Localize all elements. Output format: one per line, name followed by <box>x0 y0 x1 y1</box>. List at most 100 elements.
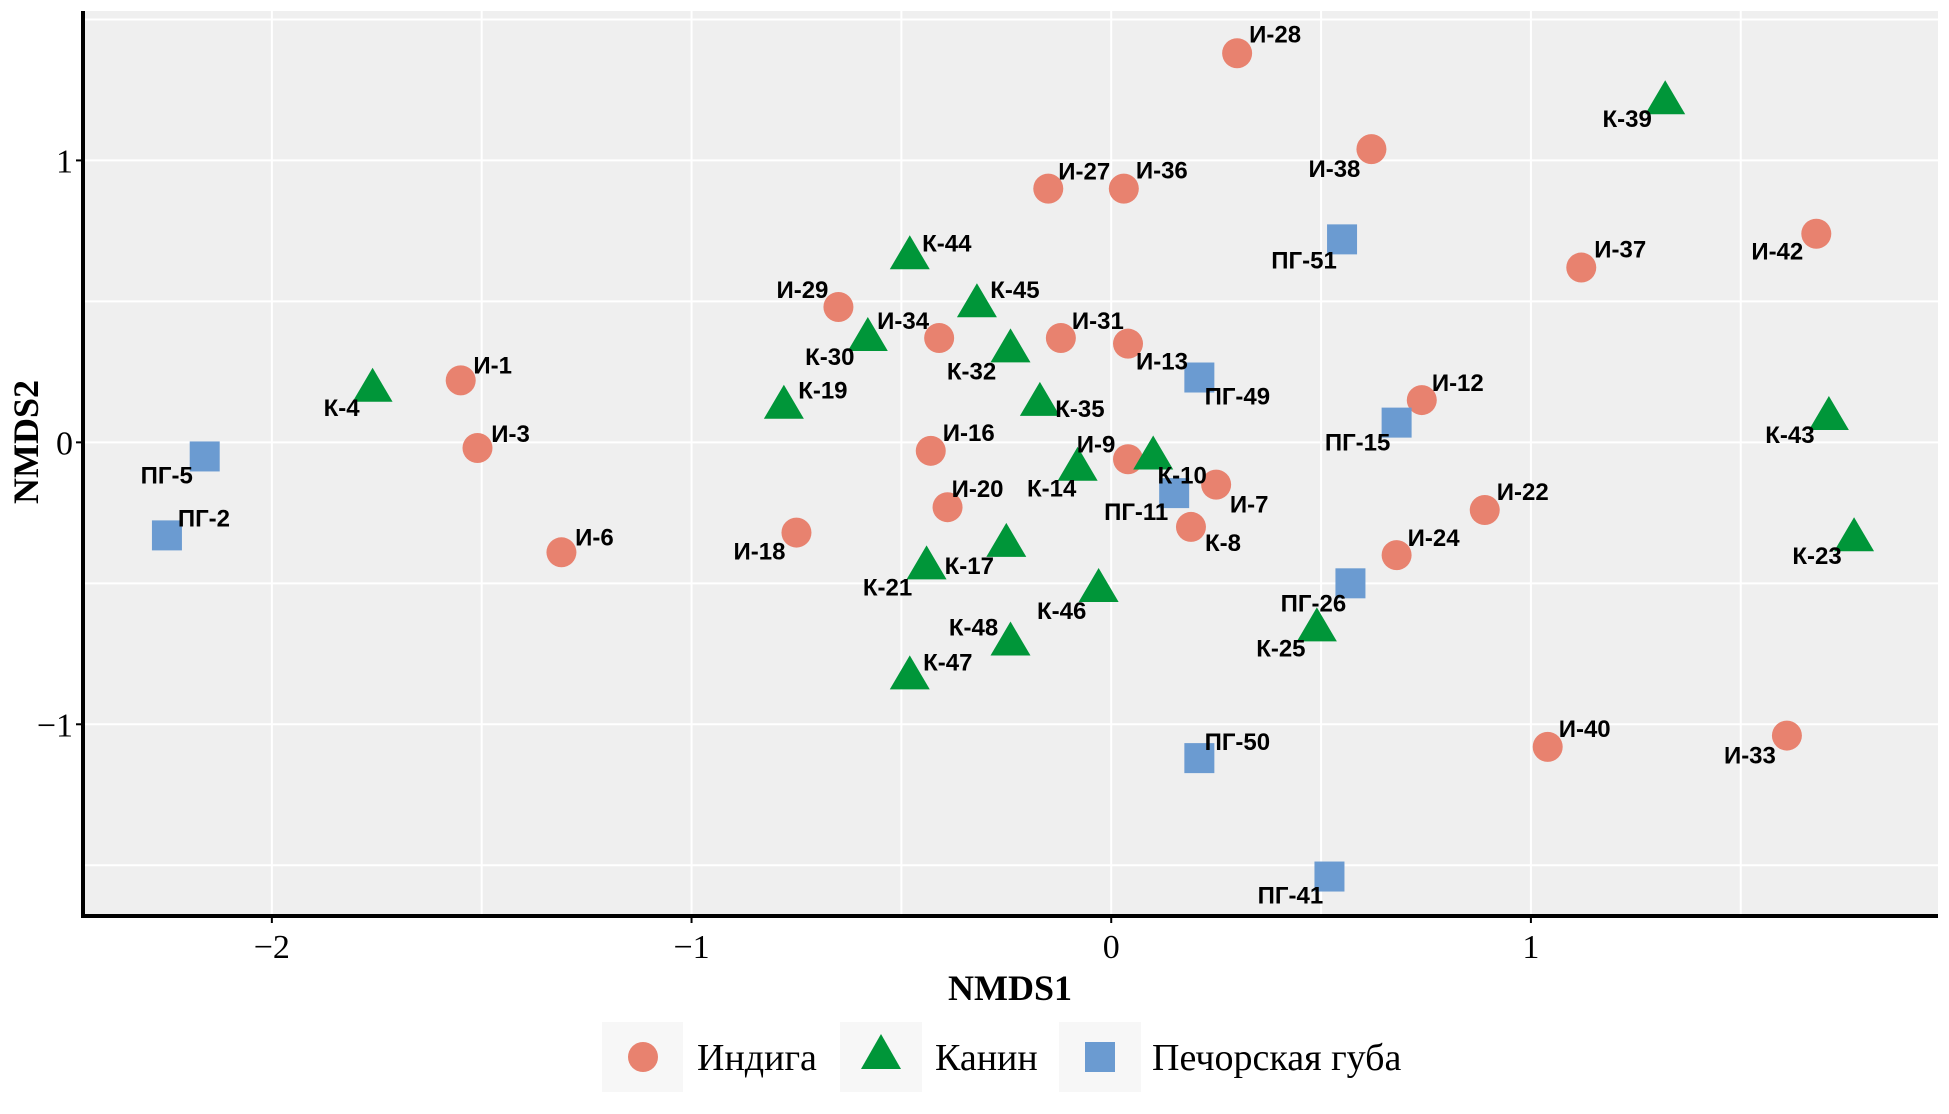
point-labels: И-1 И-3 И-6 И-7 К-8 И-9 И-12 И-13 И-16 И-18 И-20 И-… <box>141 21 1842 909</box>
point-label: И-7 <box>1230 492 1269 519</box>
point-triangle <box>1057 446 1098 481</box>
point-label: И-12 <box>1432 370 1484 397</box>
point-circle <box>546 537 577 568</box>
point-label: К-32 <box>947 358 996 385</box>
point-label: И-24 <box>1408 525 1461 552</box>
point-circle <box>1113 444 1144 475</box>
point-label: К-45 <box>990 277 1039 304</box>
y-tick-label: 1 <box>56 143 73 180</box>
point-label: И-20 <box>952 476 1004 503</box>
point-square <box>1381 407 1412 438</box>
point-triangle <box>1808 395 1849 430</box>
point-label: К-39 <box>1603 106 1652 133</box>
point-label: И-34 <box>877 308 930 335</box>
point-label: ПГ-5 <box>141 462 193 489</box>
square-icon <box>1085 1042 1115 1072</box>
point-label: И-9 <box>1077 431 1116 458</box>
legend: Индига Канин Печорская губа <box>602 1022 1401 1092</box>
axes <box>81 11 1938 918</box>
point-triangle <box>1133 435 1174 470</box>
point-label: И-16 <box>943 420 995 447</box>
point-circle <box>1045 323 1076 354</box>
point-circle <box>915 435 946 466</box>
point-square <box>151 520 182 551</box>
point-label: К-17 <box>945 553 994 580</box>
point-circle <box>781 517 812 548</box>
point-label: К-23 <box>1792 543 1841 570</box>
point-circle <box>1469 495 1500 526</box>
x-tick-label: 1 <box>1522 929 1539 966</box>
point-square <box>1314 861 1345 892</box>
point-circle <box>924 323 955 354</box>
point-label: ПГ-11 <box>1104 499 1168 526</box>
point-label: И-3 <box>491 421 530 448</box>
point-label: ПГ-26 <box>1281 590 1347 617</box>
point-label: К-10 <box>1158 462 1207 489</box>
point-label: ПГ-15 <box>1325 430 1391 457</box>
y-axis-title: NMDS2 <box>6 380 46 504</box>
point-label: И-38 <box>1308 156 1360 183</box>
point-circle <box>1222 38 1253 69</box>
data-points <box>151 38 1875 892</box>
legend-label-1: Канин <box>935 1037 1038 1079</box>
point-label: К-35 <box>1055 396 1104 423</box>
point-circle <box>932 492 963 523</box>
point-square <box>1184 362 1215 393</box>
point-label: К-44 <box>922 230 972 257</box>
point-label: ПГ-51 <box>1271 247 1337 274</box>
point-circle <box>462 432 493 463</box>
point-circle <box>1406 385 1437 416</box>
x-ticks: −2 −1 0 1 <box>254 916 1539 966</box>
plot-panel <box>83 11 1938 916</box>
point-label: К-25 <box>1256 635 1305 662</box>
point-square <box>1335 568 1366 599</box>
x-tick-label: −2 <box>254 929 290 966</box>
point-circle <box>1532 731 1563 762</box>
point-label: И-1 <box>473 352 512 379</box>
point-label: И-37 <box>1594 237 1646 264</box>
circle-icon <box>628 1042 658 1072</box>
point-triangle <box>986 522 1027 557</box>
point-label: И-6 <box>575 524 614 551</box>
point-label: И-18 <box>733 539 785 566</box>
x-tick-label: 0 <box>1103 929 1120 966</box>
point-triangle <box>990 328 1031 363</box>
point-label: ПГ-41 <box>1258 883 1324 910</box>
point-circle <box>1771 720 1802 751</box>
point-triangle <box>889 235 930 270</box>
legend-label-2: Печорская губа <box>1152 1037 1401 1079</box>
point-label: ПГ-2 <box>178 505 230 532</box>
point-triangle <box>847 317 888 352</box>
point-label: И-40 <box>1559 716 1611 743</box>
point-label: К-46 <box>1037 598 1086 625</box>
point-label: К-14 <box>1027 476 1077 503</box>
point-label: И-28 <box>1249 21 1301 48</box>
point-label: К-30 <box>805 344 854 371</box>
point-label: И-13 <box>1136 349 1188 376</box>
point-circle <box>823 292 854 323</box>
x-tick-label: −1 <box>673 929 709 966</box>
point-circle <box>1108 173 1139 204</box>
point-label: И-29 <box>776 277 828 304</box>
point-triangle <box>1834 517 1875 552</box>
point-label: ПГ-49 <box>1205 384 1271 411</box>
point-label: К-43 <box>1765 422 1814 449</box>
point-square <box>1184 743 1215 774</box>
point-circle <box>445 365 476 396</box>
point-circle <box>1201 469 1232 500</box>
y-ticks: −1 0 1 <box>37 143 83 744</box>
point-triangle <box>1019 381 1060 416</box>
point-label: К-4 <box>324 395 361 422</box>
point-label: И-42 <box>1751 239 1803 266</box>
point-circle <box>1175 511 1206 542</box>
point-label: И-22 <box>1497 479 1549 506</box>
point-label: К-19 <box>798 378 847 405</box>
point-triangle <box>352 367 393 402</box>
point-label: К-21 <box>863 574 912 601</box>
point-triangle <box>956 283 997 318</box>
point-label: К-47 <box>923 649 972 676</box>
triangle-icon <box>861 1034 901 1069</box>
point-triangle <box>1078 567 1119 602</box>
point-label: И-31 <box>1072 308 1124 335</box>
